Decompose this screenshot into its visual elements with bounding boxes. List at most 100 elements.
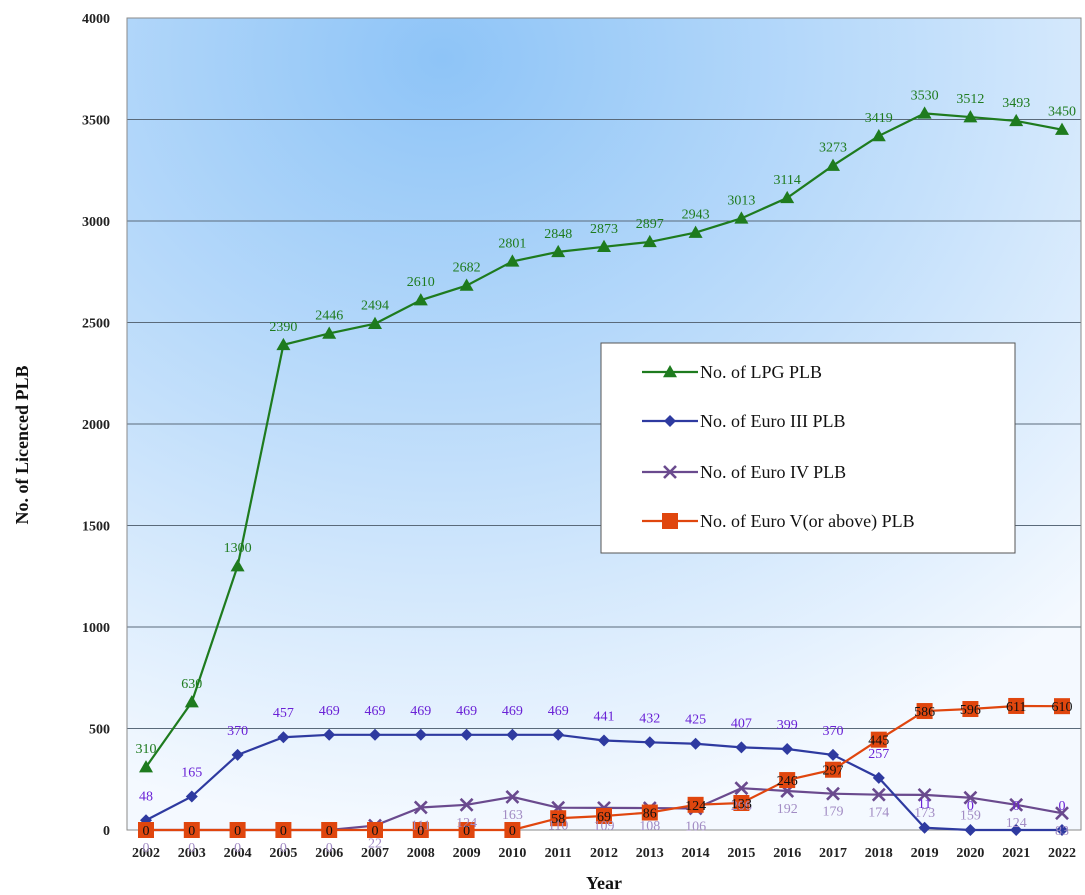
data-label: 0 <box>463 824 470 839</box>
data-label: 257 <box>868 747 889 762</box>
data-label: 0 <box>1013 799 1020 814</box>
data-label: 441 <box>594 709 615 724</box>
data-point <box>414 728 427 741</box>
data-label: 0 <box>234 824 241 839</box>
x-tick-label: 2008 <box>407 846 435 861</box>
data-label: 2801 <box>498 236 526 251</box>
legend-marker <box>662 513 678 529</box>
data-point <box>459 278 474 291</box>
data-label: 173 <box>914 806 935 821</box>
data-label: 469 <box>502 704 523 719</box>
legend: No. of LPG PLB No. of Euro III PLB No. of … <box>600 342 1016 554</box>
data-point <box>964 824 977 836</box>
x-tick-label: 2002 <box>132 846 160 861</box>
data-label: 0 <box>509 824 516 839</box>
data-point <box>1055 806 1069 821</box>
data-label: 83 <box>1055 824 1069 839</box>
data-labels-layer: 310 630 1300 2390 2446 2494 2610 2682 2801 2848 28… <box>136 88 1077 856</box>
data-label: 165 <box>181 766 202 781</box>
data-label: 3114 <box>773 173 800 188</box>
data-label: 0 <box>326 841 333 856</box>
legend-label: No. of LPG PLB <box>700 362 822 382</box>
y-axis-ticks: 0 500 1000 1500 2000 2500 3000 3500 4000 <box>82 12 110 839</box>
legend-label: No. of Euro III PLB <box>700 411 845 431</box>
data-label: 469 <box>456 704 477 719</box>
x-tick-label: 2015 <box>727 846 755 861</box>
data-point <box>505 789 520 804</box>
data-label: 2897 <box>636 217 664 232</box>
data-point <box>826 786 840 801</box>
x-tick-label: 2020 <box>956 846 984 861</box>
data-point <box>688 225 703 238</box>
data-point <box>779 772 796 789</box>
y-tick-label: 1000 <box>82 621 110 636</box>
data-point <box>1056 824 1068 836</box>
data-point <box>460 728 473 741</box>
data-point <box>504 822 521 838</box>
data-label: 0 <box>967 799 974 814</box>
data-label: 179 <box>823 805 844 820</box>
data-point <box>735 741 748 754</box>
legend-marker <box>663 465 677 479</box>
data-point <box>917 787 932 802</box>
data-point <box>551 244 566 258</box>
legend-marker <box>663 365 677 378</box>
data-label: 124 <box>456 816 477 831</box>
data-point <box>733 795 750 812</box>
legend-item: No. of LPG PLB <box>642 362 822 382</box>
y-tick-label: 3000 <box>82 215 110 230</box>
data-label: 2390 <box>269 320 297 335</box>
data-point <box>1054 698 1070 715</box>
data-point <box>413 800 428 815</box>
data-point <box>275 822 292 838</box>
data-label: 399 <box>777 718 798 733</box>
data-label: 297 <box>823 764 844 779</box>
data-point <box>781 743 794 756</box>
data-label: 425 <box>685 713 706 728</box>
data-point <box>780 190 795 204</box>
data-point <box>962 701 979 718</box>
x-tick-label: 2010 <box>498 846 526 861</box>
data-point <box>916 703 933 720</box>
x-tick-label: 2007 <box>361 846 389 861</box>
data-point <box>827 748 839 761</box>
y-tick-label: 3500 <box>82 114 110 129</box>
data-label: 630 <box>181 677 202 692</box>
data-label: 86 <box>643 807 657 822</box>
data-point <box>506 728 519 741</box>
x-tick-label: 2018 <box>865 846 893 861</box>
data-point <box>918 821 931 834</box>
data-point <box>1009 797 1024 812</box>
data-label: 2610 <box>407 275 435 290</box>
legend-label: No. of Euro V(or above) PLB <box>700 511 915 532</box>
data-point <box>826 158 840 171</box>
data-label: 0 <box>417 824 424 839</box>
data-label: 133 <box>731 797 752 812</box>
series-3 <box>138 697 1070 838</box>
x-tick-label: 2006 <box>315 846 343 861</box>
data-label: 0 <box>326 824 333 839</box>
data-point <box>276 337 291 351</box>
data-label: 109 <box>594 819 615 834</box>
data-label: 124 <box>685 799 706 814</box>
data-label: 469 <box>548 704 569 719</box>
data-label: 0 <box>280 824 287 839</box>
x-tick-label: 2003 <box>178 846 206 861</box>
data-point <box>872 771 885 784</box>
data-point <box>321 822 338 838</box>
series-1 <box>140 728 1068 836</box>
plot-border <box>126 17 1082 831</box>
data-label: 2446 <box>315 308 343 323</box>
x-tick-label: 2012 <box>590 846 618 861</box>
legend-item: No. of Euro V(or above) PLB <box>642 511 915 532</box>
data-label: 586 <box>914 705 935 720</box>
x-tick-label: 2014 <box>682 846 710 861</box>
data-label: 469 <box>365 704 386 719</box>
data-label: 0 <box>143 841 150 856</box>
data-label: 246 <box>777 774 798 789</box>
legend-marker <box>664 415 676 427</box>
data-point <box>598 734 610 747</box>
data-label: 69 <box>597 810 611 825</box>
data-label: 124 <box>1006 816 1027 831</box>
